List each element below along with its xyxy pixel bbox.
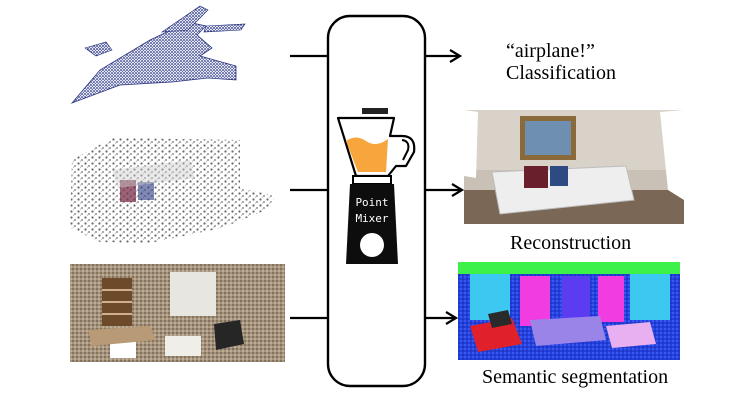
semantic-segmentation-map	[458, 262, 680, 360]
reconstruction-label: Reconstruction	[510, 232, 632, 254]
model-name-line1: Point	[355, 196, 388, 209]
airplane-point-cloud	[70, 5, 246, 104]
office-room-point-cloud	[70, 264, 285, 362]
classification-label: Classification	[506, 62, 616, 84]
sparse-room-point-cloud	[70, 138, 276, 243]
classification-result-label: “airplane!”	[506, 40, 595, 62]
semantic-segmentation-label: Semantic segmentation	[482, 366, 669, 388]
model-name-line2: Mixer	[355, 212, 388, 225]
blender-icon	[336, 108, 416, 264]
reconstruction-mesh	[464, 110, 684, 224]
input-arrows	[290, 54, 328, 320]
output-arrows	[425, 49, 465, 325]
